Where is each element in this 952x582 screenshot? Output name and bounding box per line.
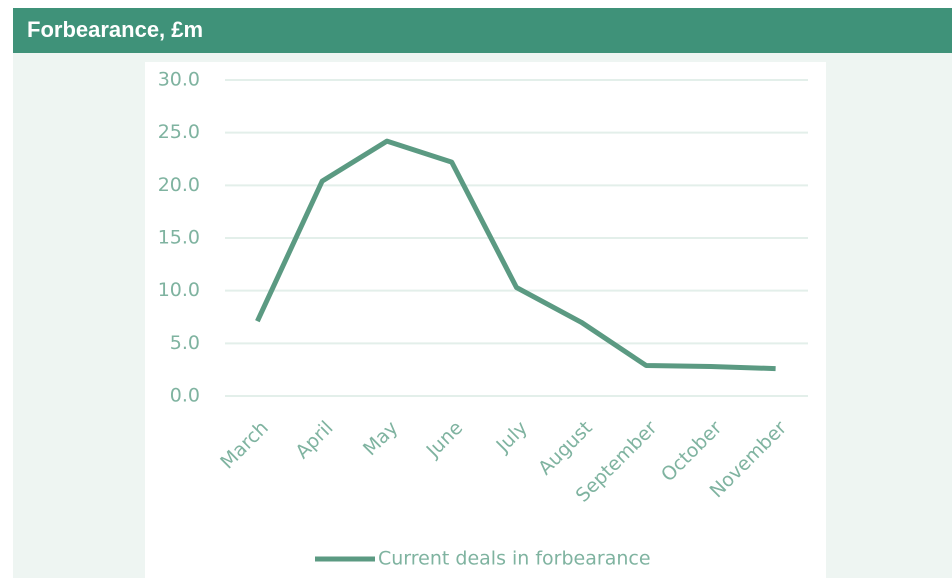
header-bar (13, 8, 952, 53)
y-tick-label: 25.0 (158, 121, 200, 143)
line (255, 138, 776, 372)
chart-title: Forbearance, £m (27, 17, 203, 42)
plot-area (145, 62, 826, 578)
y-tick-label: 5.0 (170, 332, 200, 354)
y-tick-label: 0.0 (170, 385, 200, 407)
y-tick-label: 15.0 (158, 227, 200, 249)
y-tick-label: 30.0 (158, 69, 200, 91)
legend-label: Current deals in forbearance (378, 548, 651, 570)
y-tick-label: 20.0 (158, 174, 200, 196)
y-tick-label: 10.0 (158, 279, 200, 301)
